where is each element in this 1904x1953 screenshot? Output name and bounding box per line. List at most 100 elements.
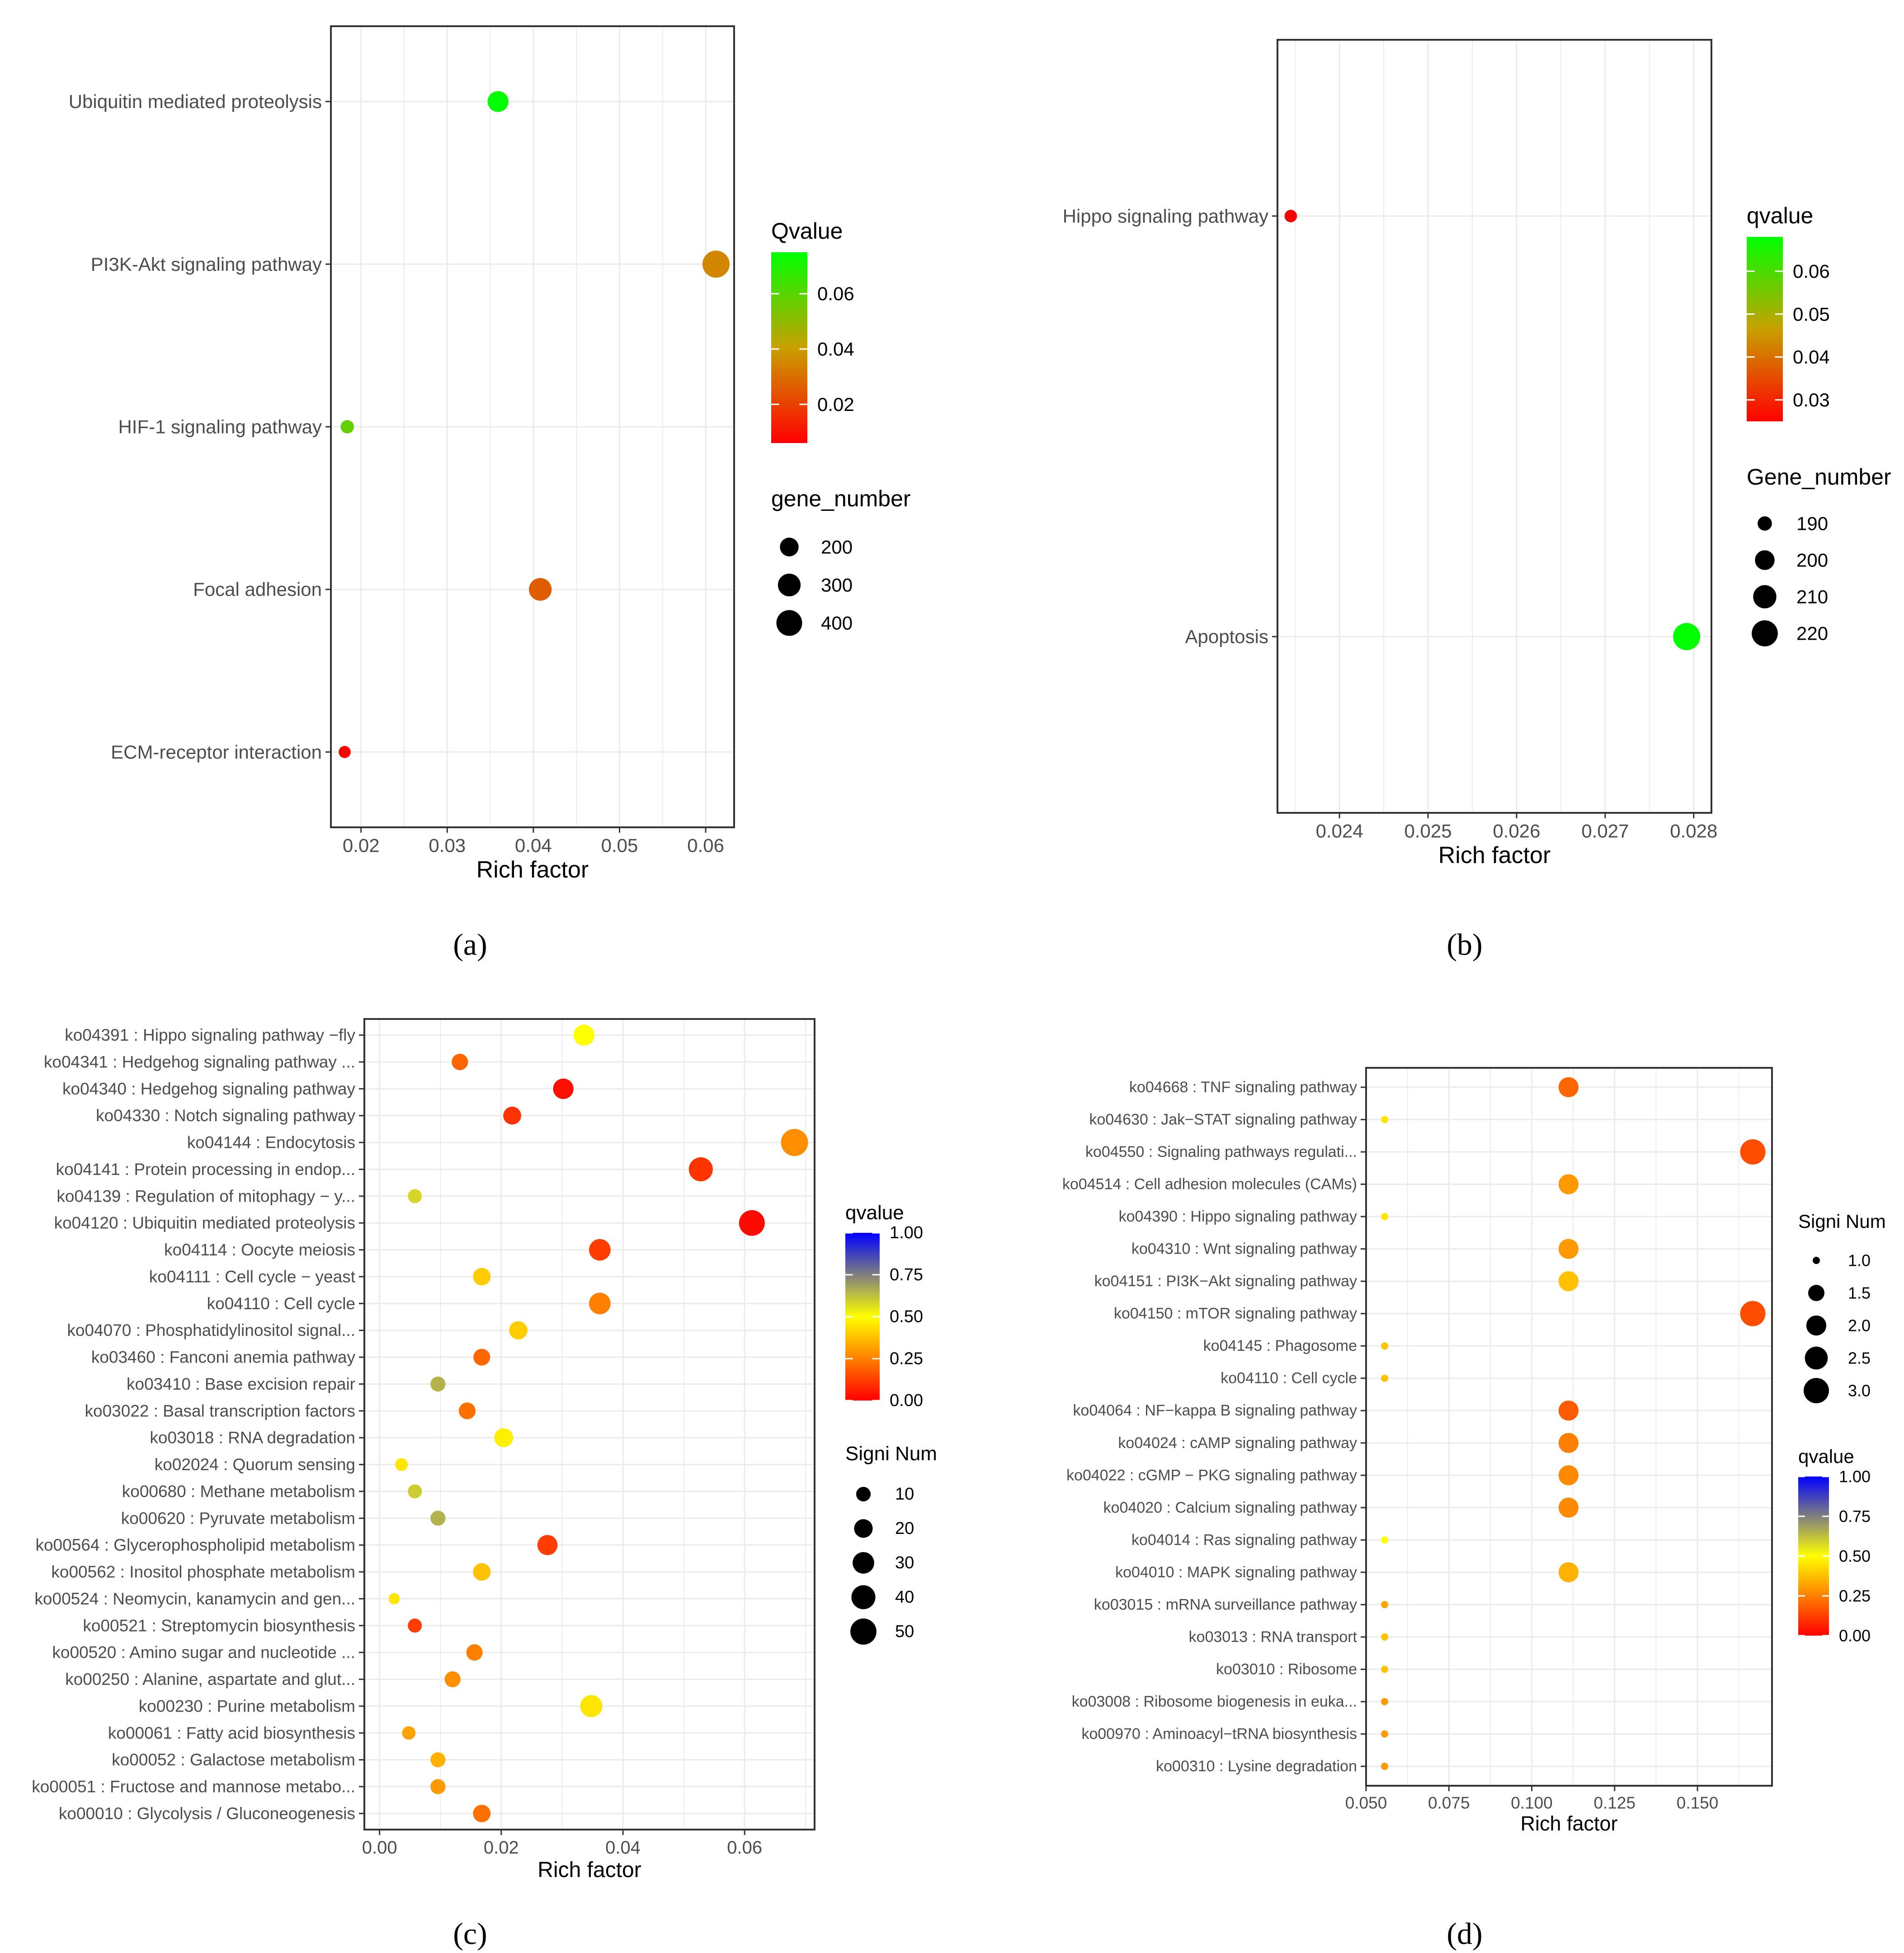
data-point (529, 578, 552, 601)
color-legend-label: 0.25 (1839, 1587, 1871, 1605)
y-tick-label: ko00562 : Inositol phosphate metabolism (51, 1563, 355, 1581)
size-legend-dot (1804, 1378, 1829, 1403)
data-point (430, 1752, 446, 1768)
color-legend-label: 0.75 (890, 1265, 923, 1284)
data-point (408, 1189, 422, 1203)
data-point (553, 1078, 574, 1099)
y-tick-label: ko04141 : Protein processing in endop... (56, 1160, 355, 1179)
data-point (1381, 1763, 1389, 1770)
x-tick-label: 0.03 (429, 835, 466, 856)
size-legend-dot (1805, 1346, 1828, 1370)
y-tick-label: HIF-1 signaling pathway (118, 416, 322, 438)
x-axis-title: Rich factor (1520, 1812, 1617, 1835)
y-tick-label: ko00524 : Neomycin, kanamycin and gen... (34, 1590, 355, 1608)
y-tick-label: ko04630 : Jak−STAT signaling pathway (1089, 1111, 1357, 1128)
size-legend-dot (1753, 585, 1777, 609)
y-tick-label: ko02024 : Quorum sensing (155, 1455, 355, 1474)
y-tick-label: ko00310 : Lysine degradation (1156, 1758, 1357, 1775)
chart-panel-b: Hippo signaling pathway Apoptosis 0.024 0.0… (1063, 39, 1891, 962)
color-legend-label: 0.00 (1839, 1627, 1871, 1645)
y-tick-label: ko00564 : Glycerophospholipid metabolism (35, 1536, 355, 1554)
size-legend-label: 210 (1796, 586, 1828, 608)
size-legend: Gene_number 190 200 210 220 (1747, 464, 1891, 646)
panel-caption: (d) (1447, 1916, 1482, 1951)
y-tick-label: ko00250 : Alanine, aspartate and glut... (65, 1670, 355, 1689)
y-tick-label: ko04064 : NF−kappa B signaling pathway (1073, 1402, 1357, 1419)
data-point (408, 1484, 422, 1499)
color-legend-label: 0.04 (1793, 346, 1830, 368)
data-point (1558, 1271, 1579, 1292)
data-point (1740, 1139, 1766, 1165)
y-tick-label: ko04114 : Oocyte meiosis (164, 1241, 355, 1259)
color-legend-label: 0.50 (890, 1307, 923, 1326)
color-legend: Qvalue 0.02 0.04 0.06 (771, 218, 854, 443)
color-legend-label: 0.06 (1793, 260, 1830, 282)
size-legend-dot (776, 610, 802, 636)
y-tick-label: ko03013 : RNA transport (1189, 1628, 1357, 1646)
y-tick-label: ko04022 : cGMP − PKG signaling pathway (1066, 1467, 1357, 1484)
y-tick-label: Focal adhesion (193, 579, 322, 600)
x-tick-label: 0.06 (687, 835, 724, 856)
size-legend-label: 400 (821, 613, 853, 634)
x-tick-label: 0.04 (515, 835, 552, 856)
size-legend-dot (1806, 1315, 1827, 1336)
y-tick-label: ko03410 : Base excision repair (127, 1375, 355, 1393)
data-point (1558, 1401, 1579, 1421)
y-tick-label: ko04150 : mTOR signaling pathway (1114, 1305, 1357, 1322)
color-legend-label: 0.00 (890, 1391, 923, 1410)
y-tick-label: ko04330 : Notch signaling pathway (96, 1106, 355, 1125)
y-tick-label: ko04070 : Phosphatidylinositol signal... (67, 1321, 355, 1340)
x-tick-label: 0.025 (1404, 820, 1452, 841)
color-legend-label: 0.04 (817, 339, 854, 360)
data-point (1284, 210, 1297, 222)
color-legend-label: 1.00 (890, 1223, 923, 1242)
y-tick-label: ko03018 : RNA degradation (150, 1429, 355, 1447)
size-legend: Signi Num 1.0 1.5 2.0 2.5 3.0 (1798, 1211, 1886, 1403)
points (388, 1024, 808, 1822)
data-point (1558, 1562, 1579, 1583)
y-tick-label: ko00061 : Fatty acid biosynthesis (108, 1724, 355, 1742)
size-legend-label: 50 (895, 1622, 914, 1641)
color-legend-label: 0.25 (890, 1349, 923, 1368)
y-tick-label: ko04390 : Hippo signaling pathway (1119, 1208, 1357, 1225)
data-point (1381, 1633, 1389, 1641)
size-legend-title: Gene_number (1747, 464, 1891, 490)
y-tick-label: ko04391 : Hippo signaling pathway −fly (65, 1026, 355, 1044)
size-legend-label: 220 (1796, 623, 1828, 644)
y-tick-label: ECM-receptor interaction (111, 741, 322, 763)
size-legend-dot (1813, 1257, 1820, 1264)
data-point (1381, 1374, 1389, 1382)
size-legend-dot (850, 1618, 877, 1645)
size-legend-label: 3.0 (1848, 1382, 1871, 1400)
y-tick-label: ko03015 : mRNA surveillance pathway (1094, 1596, 1357, 1613)
y-tick-label: ko04120 : Ubiquitin mediated proteolysis (54, 1214, 355, 1232)
plot-border (363, 1018, 815, 1830)
size-legend-dot (780, 538, 799, 557)
x-axis-title: Rich factor (476, 857, 589, 883)
x-tick-label: 0.027 (1581, 820, 1629, 841)
y-tick-label: ko04014 : Ras signaling pathway (1131, 1531, 1357, 1548)
data-point (458, 1402, 476, 1420)
y-tick-label: ko00051 : Fructose and mannose metabo... (32, 1778, 355, 1796)
size-legend-title: Signi Num (1798, 1211, 1886, 1232)
color-legend-label: 0.75 (1839, 1507, 1871, 1526)
size-legend-label: 30 (895, 1553, 914, 1572)
size-legend-label: 200 (1796, 550, 1828, 571)
size-legend-dot (853, 1552, 874, 1574)
data-point (1381, 1698, 1389, 1706)
size-legend-dot (1755, 550, 1775, 570)
y-tick-label: PI3K-Akt signaling pathway (91, 254, 322, 275)
data-point (589, 1293, 611, 1315)
size-legend-dot (851, 1585, 876, 1609)
data-point (1381, 1730, 1389, 1738)
x-axis-title: Rich factor (1438, 842, 1551, 868)
size-legend-label: 200 (821, 537, 853, 558)
size-legend-dot (778, 573, 801, 597)
y-tick-label: ko03022 : Basal transcription factors (85, 1401, 356, 1420)
color-legend-label: 1.00 (1839, 1467, 1871, 1486)
data-point (1558, 1174, 1579, 1194)
panel-caption: (c) (453, 1916, 487, 1951)
y-tick-label: ko00052 : Galactose metabolism (112, 1750, 355, 1769)
color-legend: qvalue 0.03 0.04 0.05 0.06 (1747, 203, 1830, 421)
data-point (430, 1779, 446, 1794)
